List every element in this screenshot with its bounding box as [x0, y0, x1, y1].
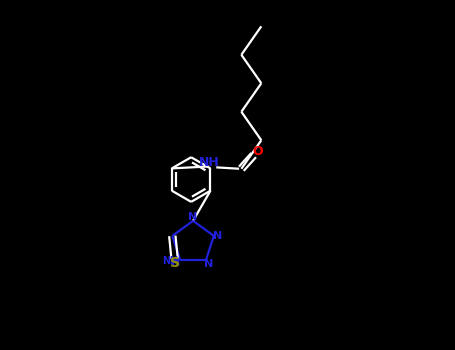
Text: N: N — [188, 212, 197, 222]
Text: N: N — [203, 259, 213, 269]
Text: NH: NH — [162, 256, 178, 266]
Text: N: N — [171, 258, 180, 267]
Text: S: S — [170, 256, 180, 270]
Text: O: O — [253, 145, 263, 158]
Text: NH: NH — [199, 156, 220, 169]
Text: N: N — [213, 231, 222, 241]
